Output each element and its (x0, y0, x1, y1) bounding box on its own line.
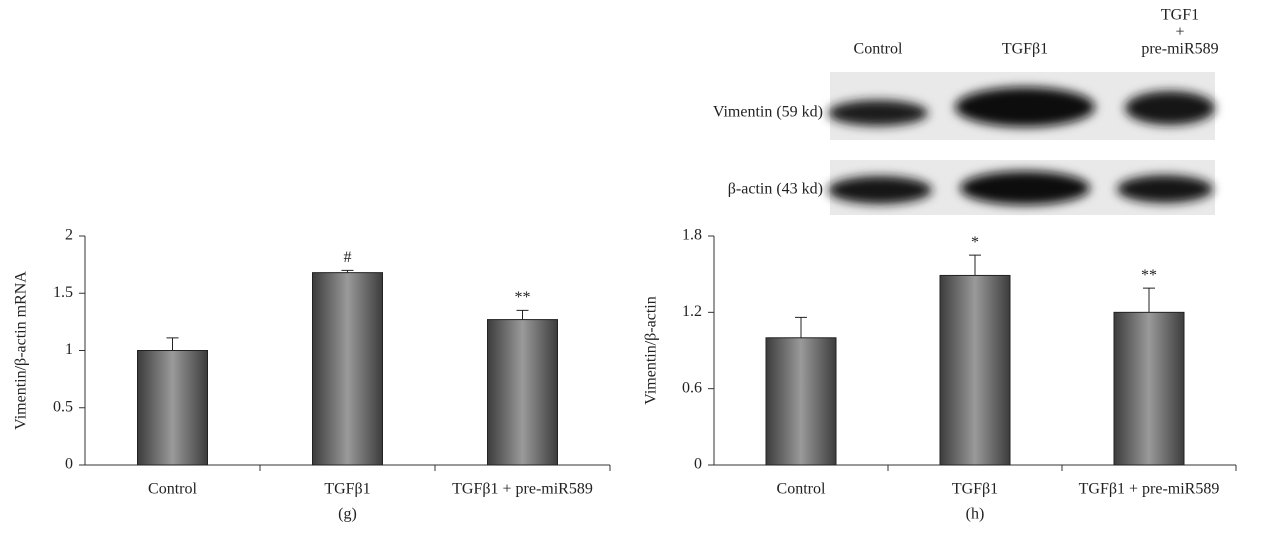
lane-label: TGF1 (1161, 7, 1199, 24)
figure: Control TGFβ1 TGF1+pre-miR589 Vimentin (59 … (0, 0, 1264, 543)
blot-image (828, 72, 1215, 215)
error-bar (517, 310, 529, 319)
bar (766, 338, 836, 465)
y-tick-label: 0.5 (53, 398, 73, 415)
bar (940, 275, 1010, 465)
x-tick-label: TGFβ1 (324, 481, 370, 498)
y-tick-label: 1 (65, 341, 73, 358)
y-axis-label: Vimentin/β-actin (643, 296, 660, 404)
lane-label: pre-miR589 (1141, 41, 1218, 58)
y-tick-label: 2 (65, 227, 73, 244)
annotation: # (344, 249, 352, 266)
error-bar (1143, 288, 1155, 312)
x-tick-label: TGFβ1 + pre-miR589 (1079, 481, 1220, 498)
bar (1114, 312, 1184, 465)
y-tick-label: 0 (65, 456, 73, 473)
panel-label: (h) (966, 506, 985, 523)
y-tick-label: 0.6 (682, 379, 702, 396)
error-bar (795, 317, 807, 337)
bar (138, 351, 208, 466)
lane-label: Control (854, 41, 903, 58)
bar (313, 273, 383, 465)
y-tick-label: 1.5 (53, 284, 73, 301)
annotation: ** (515, 289, 531, 306)
lane-label: + (1175, 24, 1184, 41)
row-label: Vimentin (59 kd) (713, 104, 823, 121)
error-bar (969, 255, 981, 275)
error-bar (167, 338, 179, 351)
annotation: ** (1141, 267, 1157, 284)
x-tick-label: Control (148, 481, 197, 498)
y-tick-label: 1.8 (682, 227, 702, 244)
panel-label: (g) (338, 506, 357, 523)
x-tick-label: TGFβ1 (952, 481, 998, 498)
row-label: β-actin (43 kd) (728, 181, 823, 198)
bar (488, 320, 558, 465)
annotation: * (971, 234, 979, 251)
y-tick-label: 0 (694, 456, 702, 473)
x-tick-label: TGFβ1 + pre-miR589 (452, 481, 593, 498)
y-tick-label: 1.2 (682, 303, 702, 320)
y-axis-label: Vimentin/β-actin mRNA (13, 271, 30, 430)
lane-label: TGFβ1 (1002, 41, 1048, 58)
x-tick-label: Control (777, 481, 826, 498)
